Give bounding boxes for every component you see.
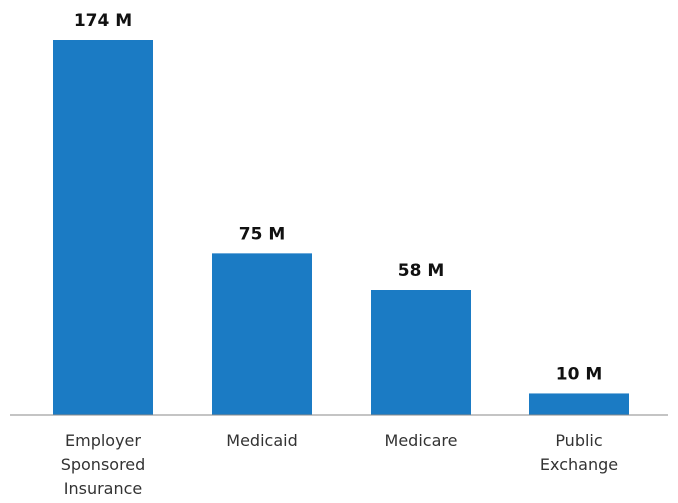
category-label-line: Sponsored bbox=[61, 455, 146, 474]
category-labels-layer: Employer Sponsored Insurance Medicaid Medica… bbox=[61, 431, 618, 498]
category-label-line: Employer bbox=[65, 431, 141, 450]
category-label-2: Medicare bbox=[385, 431, 458, 450]
bar-0 bbox=[53, 40, 153, 415]
category-label-line: Medicaid bbox=[226, 431, 297, 450]
category-label-0: Employer Sponsored Insurance bbox=[61, 431, 146, 498]
category-label-3: Public Exchange bbox=[540, 431, 618, 474]
data-label-2: 58 M bbox=[398, 261, 445, 281]
category-label-line: Medicare bbox=[385, 431, 458, 450]
data-label-3: 10 M bbox=[556, 364, 603, 384]
category-label-line: Public bbox=[555, 431, 602, 450]
data-label-1: 75 M bbox=[239, 224, 286, 244]
category-label-1: Medicaid bbox=[226, 431, 297, 450]
data-labels-layer: 174 M 75 M 58 M 10 M bbox=[74, 11, 602, 384]
category-label-line: Exchange bbox=[540, 455, 618, 474]
category-label-line: Insurance bbox=[64, 479, 143, 498]
data-label-0: 174 M bbox=[74, 11, 132, 31]
bars-layer bbox=[53, 40, 629, 415]
bar-3 bbox=[529, 393, 629, 415]
bar-1 bbox=[212, 253, 312, 415]
bar-2 bbox=[371, 290, 471, 415]
